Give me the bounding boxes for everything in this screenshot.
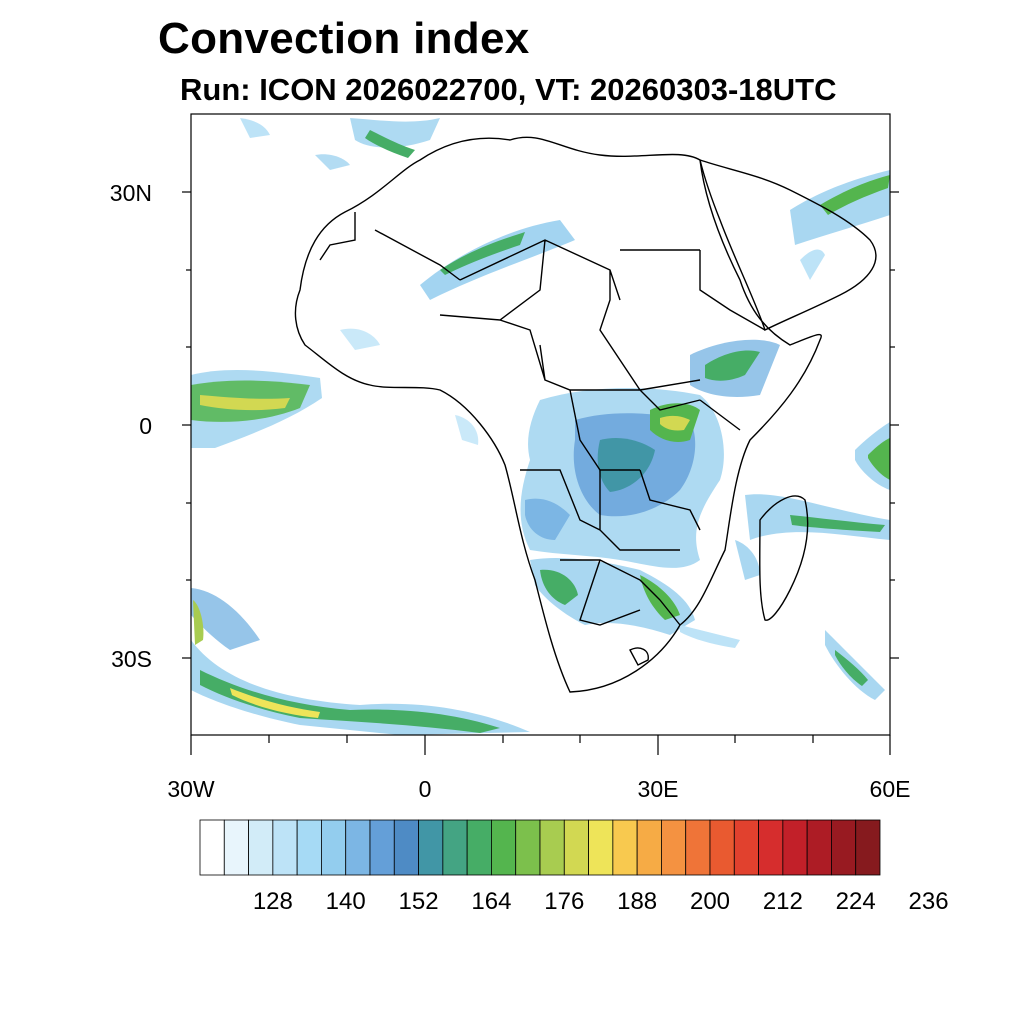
colorbar-tick-label: 236: [908, 888, 949, 915]
colorbar-tick-label: 152: [398, 888, 439, 915]
convection-field: [191, 118, 890, 735]
colorbar-cell: [782, 819, 808, 876]
colorbar-cell: [272, 819, 298, 876]
lat-label-0: 0: [139, 413, 152, 439]
colorbar-cell: [369, 819, 395, 876]
colorbar-cell: [296, 819, 322, 876]
colorbar-cell: [831, 819, 857, 876]
colorbar-cell: [393, 819, 419, 876]
colorbar-tick-label: 164: [471, 888, 512, 915]
map-subtitle: Run: ICON 2026022700, VT: 20260303-18UTC: [180, 72, 837, 107]
colorbar-cell: [588, 819, 614, 876]
colorbar-cell: [466, 819, 492, 876]
colorbar-cell: [685, 819, 711, 876]
colorbar-cell: [345, 819, 371, 876]
lon-label-60e: 60E: [869, 776, 911, 802]
colorbar-cell: [223, 819, 249, 876]
lon-label-30w: 30W: [167, 776, 215, 802]
plot-frame: [182, 113, 899, 755]
colorbar-cell: [418, 819, 444, 876]
colorbar-tick-label: 200: [689, 888, 731, 915]
map-title: Convection index: [158, 14, 530, 63]
colorbar-cell: [636, 819, 662, 876]
colorbar-cell: [515, 819, 541, 876]
country-borders: [294, 136, 877, 693]
colorbar-cell: [199, 819, 225, 876]
colorbar-tick-label: 188: [617, 888, 658, 915]
lat-label-30s: 30S: [111, 646, 152, 672]
colorbar-cell: [612, 819, 638, 876]
lon-label-30e: 30E: [637, 776, 679, 802]
lon-label-0: 0: [418, 776, 432, 802]
colorbar-cell: [733, 819, 759, 876]
lat-label-30n: 30N: [109, 180, 152, 206]
colorbar-cell: [442, 819, 468, 876]
colorbar-cell: [491, 819, 517, 876]
colorbar-cell: [248, 819, 274, 876]
colorbar-tick-label: 212: [762, 888, 803, 915]
colorbar-cell: [855, 819, 881, 876]
colorbar-tick-label: 224: [835, 888, 876, 915]
convection-map: [182, 113, 899, 755]
colorbar-cell: [758, 819, 784, 876]
colorbar-tick-label: 140: [325, 888, 366, 915]
colorbar-cell: [661, 819, 687, 876]
colorbar-cell: [806, 819, 832, 876]
colorbar-cell: [563, 819, 589, 876]
colorbar-cell: [321, 819, 347, 876]
colorbar-tick-label: 128: [252, 888, 293, 915]
colorbar-tick-label: 176: [544, 888, 585, 915]
colorbar-cell: [539, 819, 565, 876]
colorbar-cell: [709, 819, 735, 876]
